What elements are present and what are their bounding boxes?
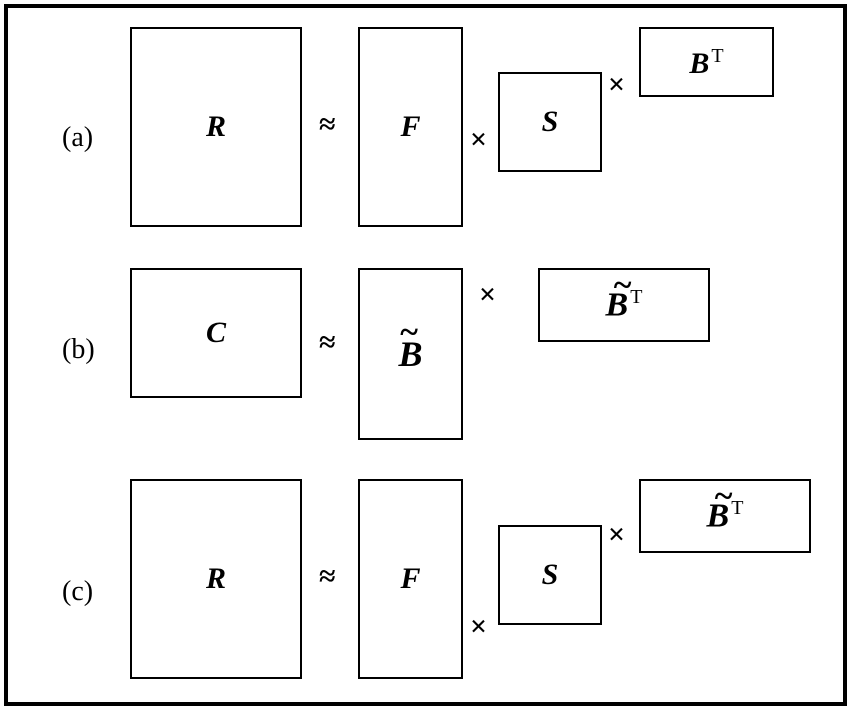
matrix-Btilde-b-label: B~	[398, 336, 422, 372]
matrix-BT-a-sup: T	[711, 45, 723, 67]
matrix-R-c-label: R	[206, 564, 226, 594]
matrix-BtildeT-b-label: B~T	[606, 287, 643, 322]
row-a-label: (a)	[62, 122, 93, 154]
matrix-Btilde-b-tilde: ~	[400, 316, 418, 350]
matrix-F-a: F	[358, 27, 463, 227]
matrix-S-a-label: S	[542, 107, 559, 137]
approx-b: ≈	[319, 326, 335, 360]
times-a-2: ×	[608, 68, 625, 102]
matrix-BtildeT-c-tilde: ~	[715, 480, 733, 514]
row-c-label: (c)	[62, 576, 93, 608]
matrix-BtildeT-c-sup: T	[731, 497, 743, 519]
matrix-BtildeT-c-label: B~T	[707, 498, 744, 533]
matrix-BtildeT-c: B~T	[639, 479, 811, 553]
times-c-2: ×	[608, 518, 625, 552]
matrix-R-c: R	[130, 479, 302, 679]
matrix-BT-a-label: BT	[689, 46, 723, 79]
matrix-S-a: S	[498, 72, 602, 172]
matrix-BtildeT-b-sup: T	[630, 286, 642, 308]
matrix-C-b-label: C	[206, 318, 226, 348]
times-b-1: ×	[479, 278, 496, 312]
row-b-label: (b)	[62, 334, 95, 366]
approx-c: ≈	[319, 560, 335, 594]
approx-a: ≈	[319, 108, 335, 142]
matrix-BtildeT-b-tilde: ~	[614, 269, 632, 303]
outer-frame: (a) R ≈ F × S × BT (b) C ≈ B~ × B~T (c) R ≈ F × S × B~T	[4, 4, 847, 706]
matrix-F-c-label: F	[400, 564, 420, 594]
matrix-R-a-label: R	[206, 112, 226, 142]
matrix-S-c: S	[498, 525, 602, 625]
matrix-F-c: F	[358, 479, 463, 679]
times-c-1: ×	[470, 610, 487, 644]
matrix-S-c-label: S	[542, 560, 559, 590]
matrix-F-a-label: F	[400, 112, 420, 142]
matrix-BT-a: BT	[639, 27, 774, 97]
matrix-BtildeT-b: B~T	[538, 268, 710, 342]
matrix-C-b: C	[130, 268, 302, 398]
matrix-R-a: R	[130, 27, 302, 227]
times-a-1: ×	[470, 123, 487, 157]
matrix-Btilde-b: B~	[358, 268, 463, 440]
